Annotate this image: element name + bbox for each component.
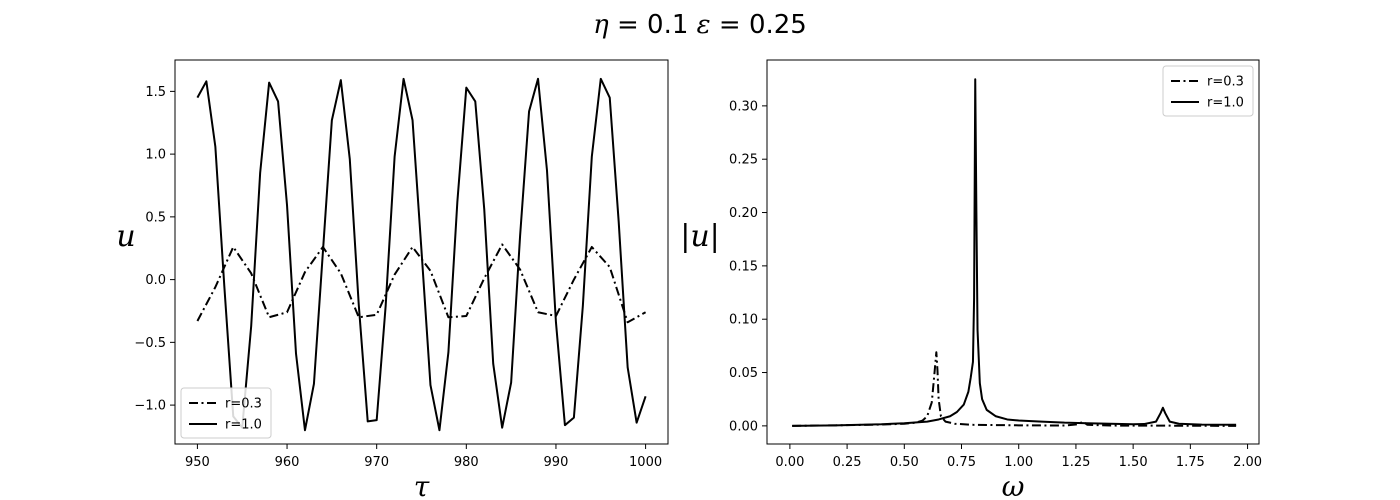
x-tick-label: 1.75 <box>1176 455 1205 470</box>
y-axis-label: u <box>116 219 135 254</box>
x-tick-label: 2.00 <box>1233 455 1262 470</box>
title-eta-value: = 0.1 <box>609 10 697 40</box>
x-tick-label: 0.50 <box>890 455 919 470</box>
y-axis-label: |u| <box>680 219 720 254</box>
figure-title: η = 0.1 ε = 0.25 <box>593 10 807 40</box>
x-tick-label: 970 <box>364 455 389 470</box>
y-tick-label: 0.05 <box>729 366 758 381</box>
time-series-plot: 950 960 970 980 990 1000 −1.0 −0.5 0.0 0.5 1.0 1.5 τ… <box>116 59 669 500</box>
x-axis-label: ω <box>1002 470 1025 500</box>
y-tick-label: 1.0 <box>145 148 166 163</box>
x-tick-label: 1.50 <box>1119 455 1148 470</box>
y-tick-label: 0.20 <box>729 206 758 221</box>
legend: r=0.3 r=1.0 <box>180 387 272 439</box>
x-tick-label: 990 <box>544 455 569 470</box>
x-tick-label: 960 <box>275 455 300 470</box>
y-tick-label: 0.0 <box>145 273 166 288</box>
y-tick-label: 0.10 <box>729 313 758 328</box>
x-tick-label: 980 <box>454 455 479 470</box>
series-line-r-0-3 <box>792 351 1237 427</box>
legend-box <box>180 387 272 439</box>
axes-frame <box>766 59 1260 445</box>
series-line-r-1-0 <box>792 78 1237 427</box>
series-line-r-1-0 <box>196 77 647 432</box>
y-tick-label: 0.15 <box>729 259 758 274</box>
legend-box <box>1162 65 1254 117</box>
title-epsilon-symbol: ε <box>697 10 711 40</box>
y-tick-label: 0.30 <box>729 99 758 114</box>
x-tick-label: 1.00 <box>1004 455 1033 470</box>
legend-label: r=0.3 <box>225 397 262 412</box>
x-tick-label: 950 <box>185 455 210 470</box>
legend: r=0.3 r=1.0 <box>1162 65 1254 117</box>
x-tick-label: 1000 <box>629 455 662 470</box>
y-tick-label: −0.5 <box>134 336 166 351</box>
legend-label: r=1.0 <box>225 418 262 433</box>
axes-frame <box>174 59 669 445</box>
y-tick-label: 0.5 <box>145 210 166 225</box>
x-tick-label: 0.00 <box>775 455 804 470</box>
series-line-r-0-3 <box>196 243 647 324</box>
x-tick-label: 0.75 <box>947 455 976 470</box>
title-epsilon-value: = 0.25 <box>711 10 807 40</box>
spectrum-plot: 0.00 0.25 0.50 0.75 1.00 1.25 1.50 1.75 2.00 0.00… <box>680 59 1262 500</box>
y-tick-label: −1.0 <box>134 399 166 414</box>
legend-label: r=1.0 <box>1207 96 1244 111</box>
legend-label: r=0.3 <box>1207 75 1244 90</box>
x-tick-label: 0.25 <box>833 455 862 470</box>
y-tick-label: 0.25 <box>729 153 758 168</box>
y-tick-label: 1.5 <box>145 85 166 100</box>
y-tick-label: 0.00 <box>729 419 758 434</box>
x-tick-label: 1.25 <box>1061 455 1090 470</box>
title-eta-symbol: η <box>593 10 609 40</box>
x-axis-label: τ <box>414 470 430 500</box>
